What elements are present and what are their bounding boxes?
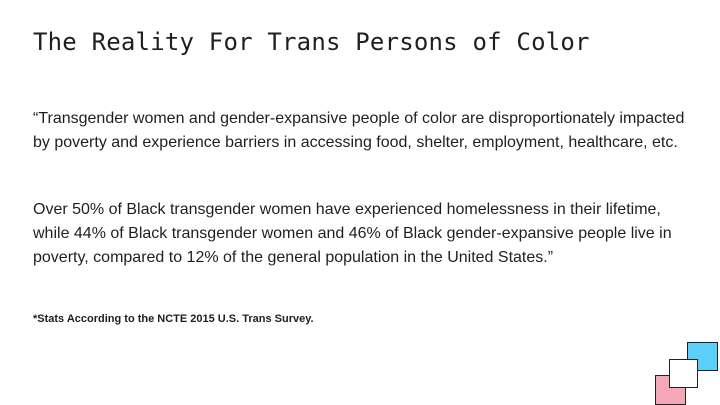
slide-title: The Reality For Trans Persons of Color [33, 28, 590, 56]
pink-square [655, 375, 686, 405]
body-paragraph-1: “Transgender women and gender-expansive … [33, 110, 685, 151]
white-square [669, 359, 698, 388]
body-paragraph-2: Over 50% of Black transgender women have… [33, 201, 672, 266]
source-footnote: *Stats According to the NCTE 2015 U.S. T… [33, 313, 314, 325]
blue-square [687, 342, 718, 371]
